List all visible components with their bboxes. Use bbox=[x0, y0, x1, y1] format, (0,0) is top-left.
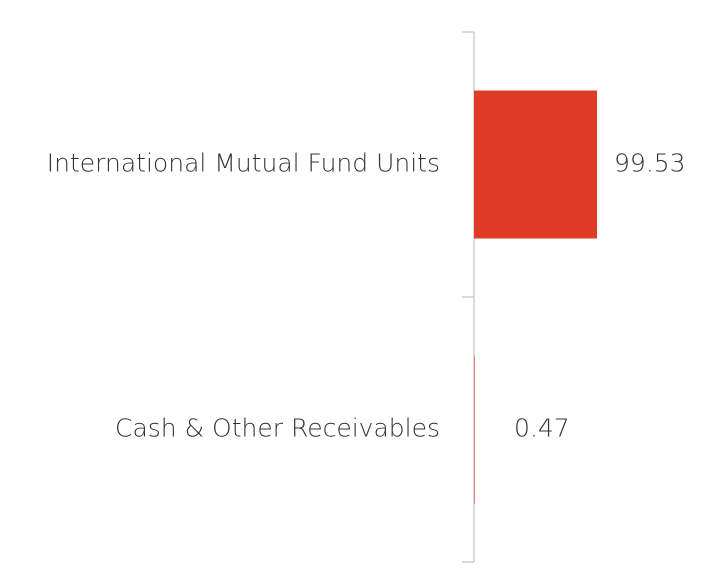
value-label: 99.53 bbox=[614, 149, 686, 178]
category-label: International Mutual Fund Units bbox=[47, 149, 440, 178]
bar bbox=[474, 355, 475, 504]
category-label: Cash & Other Receivables bbox=[115, 414, 440, 443]
bar bbox=[474, 90, 598, 239]
value-label: 0.47 bbox=[514, 414, 570, 443]
